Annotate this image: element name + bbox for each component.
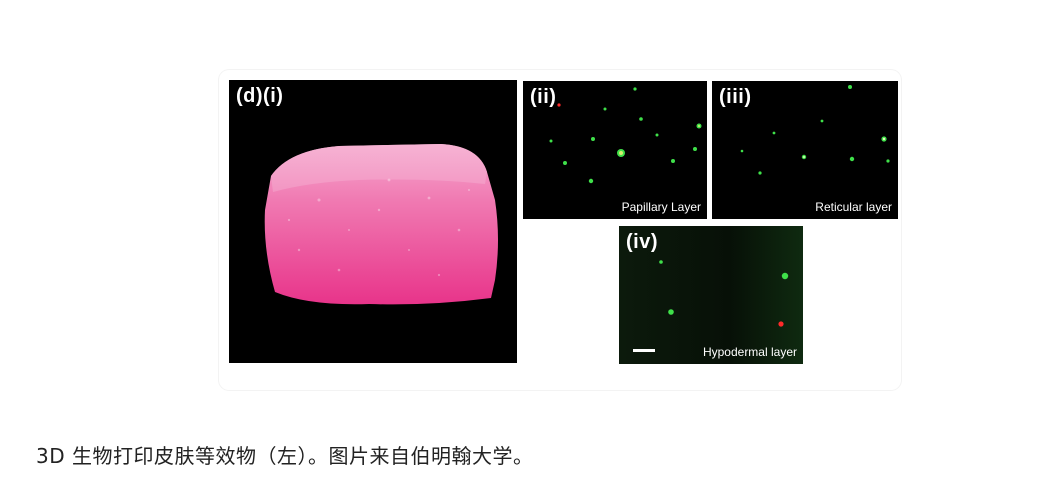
panel-iv-caption: Hypodermal layer: [702, 345, 797, 359]
skin-equivalent-image: [264, 144, 498, 305]
panel-iv-hypodermal: (iv) Hypodermal layer: [619, 226, 803, 364]
scale-bar: [633, 349, 655, 352]
panel-iv-label: (iv): [626, 231, 658, 253]
reticular-fluorescence-image: [740, 85, 890, 175]
papillary-fluorescence-image: [549, 87, 702, 184]
panel-ii-papillary: (ii) Papillary Layer: [523, 81, 707, 219]
panel-i-label: (d)(i): [236, 85, 284, 107]
hypodermal-fluorescence-image: [619, 226, 803, 364]
panel-ii-label: (ii): [530, 86, 557, 108]
panel-iii-label: (iii): [719, 86, 752, 108]
panel-iii-caption: Reticular layer: [815, 200, 892, 214]
figure-caption: 3D 生物打印皮肤等效物（左）。图片来自伯明翰大学。: [36, 444, 534, 468]
panel-ii-caption: Papillary Layer: [621, 200, 701, 214]
panel-iii-reticular: (iii) Reticular layer: [712, 81, 898, 219]
panel-i-skin-equivalent-photo: (d)(i): [229, 80, 517, 363]
figure-frame: (d)(i) (ii) Papillary Layer: [219, 70, 901, 390]
